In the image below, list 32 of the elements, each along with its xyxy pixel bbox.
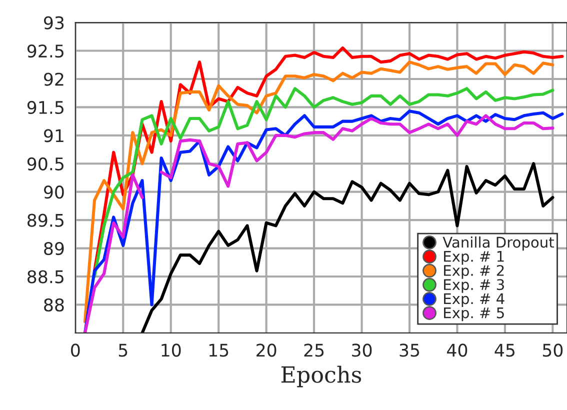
y-tick-label: 91: [44, 129, 64, 142]
y-tick-label: 89: [44, 242, 64, 256]
y-tick-label: 90: [44, 186, 64, 199]
x-tick-label: 45: [494, 344, 514, 357]
x-tick-label: 25: [304, 344, 324, 357]
x-axis-title: Epochs: [281, 366, 362, 388]
y-tick-label: 88: [44, 298, 64, 312]
legend-label: Exp. # 1: [444, 251, 504, 265]
y-tick-label: 89.5: [28, 214, 64, 227]
y-tick-label: 93: [44, 16, 64, 30]
legend-label: Exp. # 5: [444, 307, 504, 322]
legend-label: Exp. # 3: [444, 279, 504, 293]
y-tick-label: 91.5: [27, 100, 64, 114]
x-tick-label: 30: [352, 344, 372, 357]
x-tick-label: 40: [447, 344, 468, 357]
x-tick-label: 10: [162, 344, 181, 357]
legend-label: Exp. # 2: [444, 264, 504, 279]
line-series: [140, 162, 554, 333]
x-tick-label: 20: [256, 344, 276, 357]
legend-label: Exp. # 4: [444, 293, 504, 308]
line-series: [92, 87, 554, 278]
y-tick-label: 92: [44, 72, 64, 86]
x-tick-label: 50: [542, 344, 563, 357]
x-tick-label: 0: [71, 344, 80, 357]
y-tick-label: 92.5: [27, 44, 64, 58]
line-series: [83, 60, 554, 324]
y-tick-label: 88.5: [28, 270, 64, 284]
legend-label: Vanilla Dropout: [442, 236, 554, 251]
x-tick-label: 15: [209, 344, 228, 357]
x-tick-label: 5: [118, 344, 128, 357]
x-tick-label: 35: [400, 344, 420, 357]
y-tick-label: 90.5: [27, 157, 64, 170]
